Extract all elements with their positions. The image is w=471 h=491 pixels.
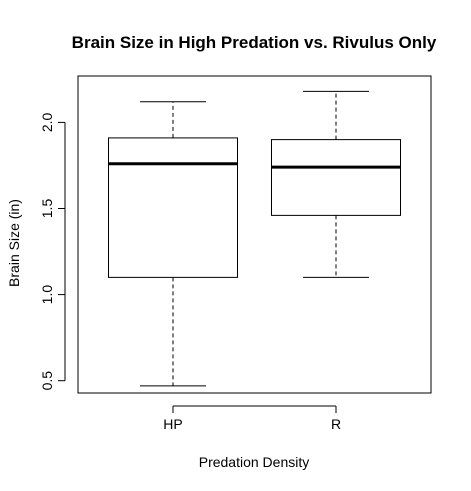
x-tick-label-r: R	[331, 416, 341, 432]
y-axis-label: Brain Size (in)	[6, 199, 22, 287]
chart-title: Brain Size in High Predation vs. Rivulus…	[72, 33, 437, 52]
x-axis-label: Predation Density	[199, 454, 310, 470]
y-axis: 0.5 1.0 1.5 2.0	[39, 112, 66, 391]
x-tick-label-hp: HP	[163, 416, 182, 432]
y-tick-label: 1.0	[39, 285, 55, 305]
plot-frame	[77, 75, 432, 394]
iqr-box	[271, 139, 401, 216]
boxes-layer	[108, 90, 401, 387]
y-tick-label: 0.5	[39, 371, 55, 391]
y-tick-label: 2.0	[39, 112, 55, 132]
x-axis: HP R	[163, 405, 341, 432]
box-group-r	[271, 90, 401, 278]
iqr-box	[108, 137, 238, 278]
box-group-hp	[108, 101, 238, 387]
y-tick-label: 1.5	[39, 199, 55, 219]
